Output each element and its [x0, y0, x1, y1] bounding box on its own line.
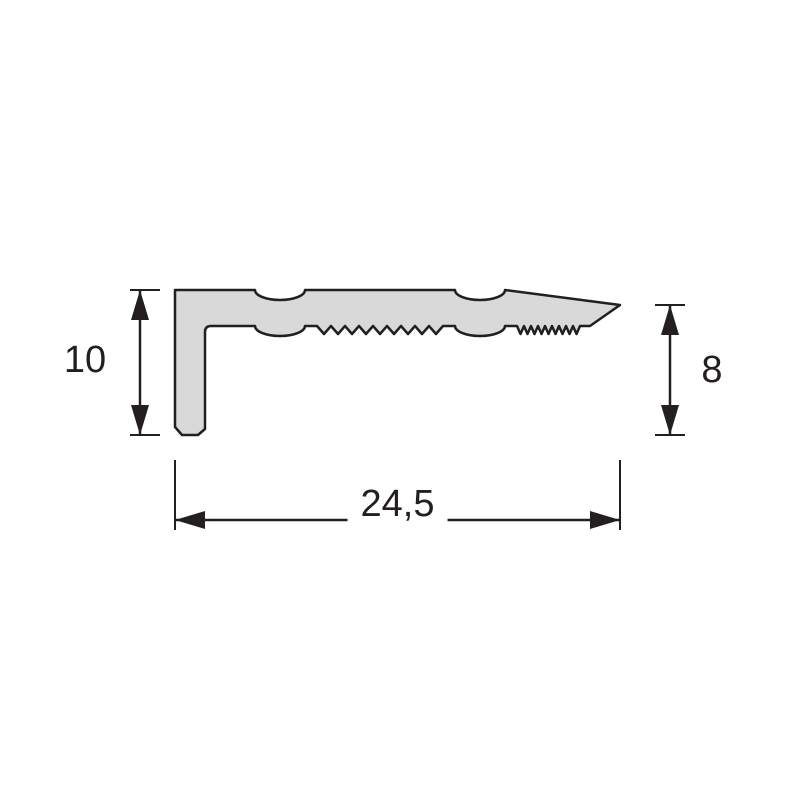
- dim-label-height-left: 10: [64, 339, 106, 381]
- dim-label-height-right: 8: [701, 349, 722, 391]
- dim-label-width: 24,5: [361, 483, 435, 525]
- profile-cross-section: [175, 290, 620, 435]
- technical-drawing: 24,5 10 8: [0, 0, 800, 800]
